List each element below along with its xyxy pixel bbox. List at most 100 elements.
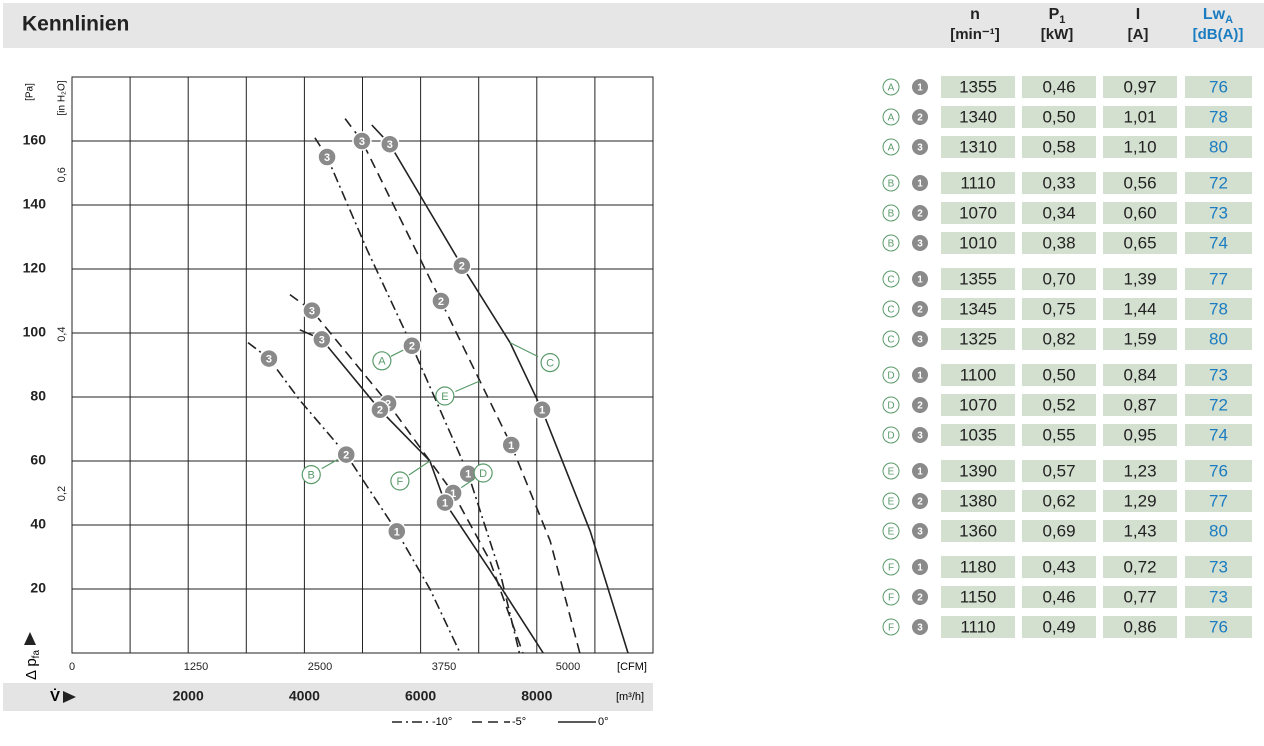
y-tick-label: 20 [30,580,46,596]
point-badge [912,559,928,575]
table-cell [1103,268,1177,290]
table-cell [1185,520,1252,542]
table-cell [1185,268,1252,290]
operating-point [312,329,332,350]
point-number: 2 [917,401,923,412]
point-number: 3 [917,623,923,634]
table-value: 1,59 [1123,329,1156,348]
operating-point [370,400,390,420]
point-number: 1 [917,563,923,574]
operating-point-label: 3 [387,139,393,151]
curve-letter: D [887,371,894,382]
column-unit: [kW] [1041,26,1074,43]
table-cell [1185,106,1252,128]
point-number: 1 [917,467,923,478]
x-axis-arrow [63,691,76,703]
table-cell [941,364,1015,386]
table-cell [1022,136,1096,158]
point-number: 1 [917,275,923,286]
operating-point-label: 1 [508,440,514,452]
curve-letter: B [888,239,895,250]
table-cell [1103,328,1177,350]
table-value: 0,62 [1042,491,1075,510]
table-value: 76 [1209,617,1228,636]
table-value: 1,10 [1123,137,1156,156]
header-bar [3,3,1264,48]
operating-point-label: 2 [343,450,349,462]
table-cell [941,172,1015,194]
operating-point [501,435,521,455]
operating-point-label: 2 [409,341,415,353]
point-badge [912,301,928,317]
text-part: I [1136,6,1140,23]
point-badge [912,109,928,125]
curve-label: E [441,391,448,403]
curve-badge [882,234,900,252]
table-cell [1022,586,1096,608]
curve-letter: C [887,335,894,346]
table-cell [1103,76,1177,98]
operating-point [387,521,407,542]
curve-badge [882,174,900,192]
text-part: A [1225,14,1233,26]
curve-label: F [397,476,404,488]
table-value: 1340 [959,107,997,126]
operating-point-label: 3 [309,306,315,318]
point-badge [912,619,928,635]
operating-point-label: 2 [438,296,444,308]
table-value: 0,34 [1042,203,1075,222]
operating-point-label: 1 [442,498,448,510]
operating-point [336,444,356,465]
table-value: 1355 [959,269,997,288]
table-cell [1185,616,1252,638]
table-value: 78 [1209,107,1228,126]
curve-letter: F [888,563,894,574]
curve-letter: D [887,401,894,412]
operating-point-label: 3 [324,152,330,164]
table-cell [1103,394,1177,416]
table-value: 1,23 [1123,461,1156,480]
table-value: 0,58 [1042,137,1075,156]
table-value: 0,46 [1042,587,1075,606]
table-value: 0,72 [1123,557,1156,576]
table-cell [1022,616,1096,638]
table-value: 73 [1209,203,1228,222]
table-cell [941,490,1015,512]
table-value: 0,82 [1042,329,1075,348]
fan-curve [299,329,544,654]
text-part: 1 [1059,14,1065,26]
x2-tick-label: 1250 [184,661,208,673]
table-value: 1100 [960,365,997,384]
curve-letter: B [888,179,895,190]
fan-curve [314,137,521,654]
operating-point [259,348,279,369]
table-value: 1,39 [1123,269,1156,288]
table-cell [941,520,1015,542]
point-number: 2 [917,305,923,316]
table-value: 1110 [960,173,995,192]
curve-badge [882,588,900,606]
x-tick-label: 6000 [405,688,436,704]
y-tick-label: 120 [23,260,47,276]
table-value: 73 [1209,587,1228,606]
legend-label: -5° [512,716,526,728]
table-value: 73 [1209,557,1228,576]
operating-point-label: 1 [539,405,545,417]
curve-label-circle [301,465,321,485]
curve-letter: B [888,209,895,220]
x2-tick-label: 5000 [556,661,580,673]
table-value: 74 [1209,425,1228,444]
leader-line [455,380,481,393]
table-cell [1185,136,1252,158]
point-badge [912,271,928,287]
curve-badge [882,330,900,348]
table-cell [1103,298,1177,320]
curve-badge [882,462,900,480]
point-number: 1 [917,179,923,190]
operating-point [317,147,337,167]
y-tick-label: 100 [23,324,47,340]
table-cell [1022,328,1096,350]
table-cell [1185,364,1252,386]
table-value: 0,86 [1123,617,1156,636]
